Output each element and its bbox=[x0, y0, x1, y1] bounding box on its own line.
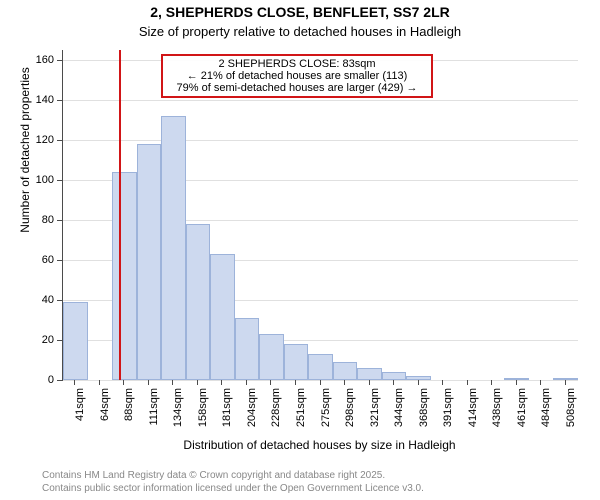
x-tick-label: 134sqm bbox=[172, 388, 184, 438]
reference-line bbox=[119, 50, 121, 380]
y-tick-label: 0 bbox=[0, 374, 54, 386]
histogram-bar bbox=[308, 354, 333, 380]
figure: 2, SHEPHERDS CLOSE, BENFLEET, SS7 2LR Si… bbox=[0, 0, 600, 500]
histogram-bar bbox=[210, 254, 235, 380]
histogram-bar bbox=[161, 116, 186, 380]
y-tick-label: 40 bbox=[0, 294, 54, 306]
histogram-bar bbox=[235, 318, 260, 380]
x-tick-label: 321sqm bbox=[369, 388, 381, 438]
x-tick-label: 228sqm bbox=[270, 388, 282, 438]
x-tick-label: 158sqm bbox=[197, 388, 209, 438]
credit-line: Contains HM Land Registry data © Crown c… bbox=[42, 470, 424, 483]
credits: Contains HM Land Registry data © Crown c… bbox=[42, 470, 424, 495]
x-tick-label: 344sqm bbox=[393, 388, 405, 438]
y-tick-label: 80 bbox=[0, 214, 54, 226]
x-tick-label: 88sqm bbox=[123, 388, 135, 438]
x-tick-label: 64sqm bbox=[99, 388, 111, 438]
credit-line: Contains public sector information licen… bbox=[42, 483, 424, 496]
histogram-bar bbox=[112, 172, 137, 380]
annotation-line: 79% of semi-detached houses are larger (… bbox=[167, 82, 427, 94]
annotation-line: 2 SHEPHERDS CLOSE: 83sqm bbox=[167, 58, 427, 70]
x-tick-label: 391sqm bbox=[442, 388, 454, 438]
chart-subtitle: Size of property relative to detached ho… bbox=[0, 24, 600, 39]
histogram-bar bbox=[382, 372, 407, 380]
y-tick-label: 160 bbox=[0, 54, 54, 66]
x-tick-label: 484sqm bbox=[540, 388, 552, 438]
x-tick-label: 181sqm bbox=[221, 388, 233, 438]
x-tick-label: 508sqm bbox=[565, 388, 577, 438]
y-tick-label: 140 bbox=[0, 94, 54, 106]
y-tick-label: 120 bbox=[0, 134, 54, 146]
x-tick-label: 251sqm bbox=[295, 388, 307, 438]
histogram-bar bbox=[357, 368, 382, 380]
x-tick-label: 275sqm bbox=[320, 388, 332, 438]
plot-area: 2 SHEPHERDS CLOSE: 83sqm← 21% of detache… bbox=[62, 50, 578, 381]
x-axis-label: Distribution of detached houses by size … bbox=[62, 438, 577, 452]
x-tick-label: 41sqm bbox=[74, 388, 86, 438]
chart-title: 2, SHEPHERDS CLOSE, BENFLEET, SS7 2LR bbox=[0, 4, 600, 20]
histogram-bar bbox=[137, 144, 162, 380]
x-tick-label: 368sqm bbox=[418, 388, 430, 438]
x-tick-label: 461sqm bbox=[516, 388, 528, 438]
y-tick-label: 20 bbox=[0, 334, 54, 346]
x-tick-label: 298sqm bbox=[344, 388, 356, 438]
histogram-bar bbox=[333, 362, 358, 380]
y-tick-label: 100 bbox=[0, 174, 54, 186]
annotation-box: 2 SHEPHERDS CLOSE: 83sqm← 21% of detache… bbox=[161, 54, 433, 98]
y-axis-label: Number of detached properties bbox=[18, 0, 32, 315]
x-tick-label: 414sqm bbox=[467, 388, 479, 438]
y-tick-label: 60 bbox=[0, 254, 54, 266]
histogram-bar bbox=[186, 224, 211, 380]
histogram-bar bbox=[284, 344, 309, 380]
x-tick-label: 438sqm bbox=[491, 388, 503, 438]
x-tick-label: 111sqm bbox=[148, 388, 160, 438]
histogram-bar bbox=[259, 334, 284, 380]
annotation-line: ← 21% of detached houses are smaller (11… bbox=[167, 70, 427, 82]
histogram-bar bbox=[63, 302, 88, 380]
x-tick-label: 204sqm bbox=[246, 388, 258, 438]
